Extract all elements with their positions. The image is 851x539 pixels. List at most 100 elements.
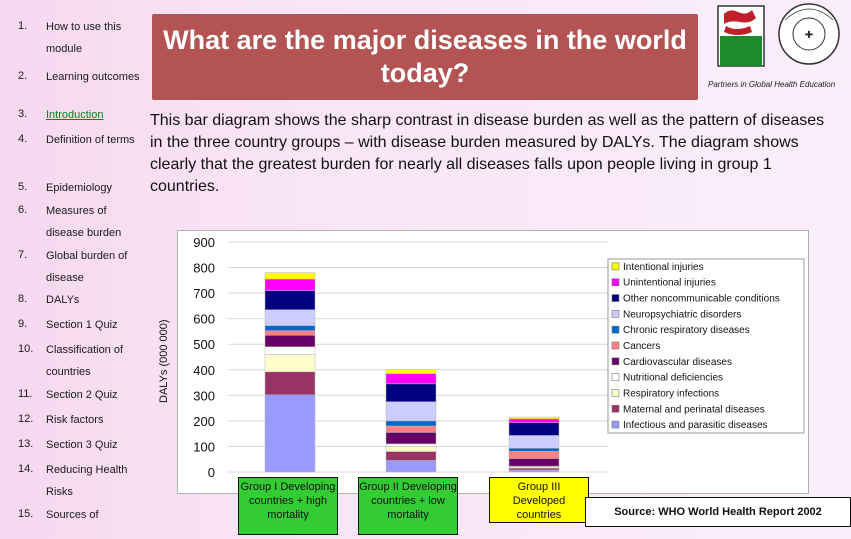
nav-item-number: 15. [18, 508, 34, 520]
legend-swatch [611, 310, 620, 318]
nav-item-number: 6. [18, 204, 28, 216]
partner-caption: Partners in Global Health Education [708, 80, 836, 89]
bar-segment [264, 325, 316, 331]
nav-item-number: 3. [18, 108, 28, 120]
bar-segment [508, 451, 560, 459]
bar-segment [264, 335, 316, 348]
bar-segment [385, 369, 437, 374]
nav-item-label: Global burden of disease [46, 250, 128, 284]
nav-item-label: Introduction [46, 109, 104, 121]
legend-label: Infectious and parasitic diseases [623, 420, 768, 431]
y-tick-label: 0 [208, 465, 215, 480]
nav-item-label: Learning outcomes [46, 71, 140, 83]
bar-segment [264, 309, 316, 326]
legend-swatch [611, 404, 620, 413]
bar-segment [508, 418, 560, 423]
y-tick-label: 900 [193, 235, 215, 250]
bar-segment [508, 422, 560, 436]
bar-segment [508, 447, 560, 452]
legend-swatch [611, 325, 620, 334]
chart-legend [607, 258, 805, 434]
legend-swatch [611, 420, 620, 429]
bar-segment [508, 416, 560, 420]
intro-paragraph: This bar diagram shows the sharp contras… [150, 112, 825, 195]
y-tick-label: 500 [193, 337, 215, 352]
college-seal [778, 3, 840, 65]
legend-swatch [611, 373, 620, 381]
page-title: What are the major diseases in the world… [163, 25, 687, 88]
nav-item-number: 11. [18, 388, 33, 400]
legend-swatch [611, 341, 620, 350]
bar-segment [385, 432, 437, 445]
nav-item-label: How to use this module [46, 21, 122, 55]
nav-item-number: 5. [18, 181, 28, 193]
bar-segment [508, 458, 560, 467]
y-tick-label: 200 [193, 414, 215, 429]
legend-swatch [611, 357, 620, 366]
legend-label: Neuropsychiatric disorders [623, 309, 741, 320]
disease-burden-chart: 0 100 200 300 400 500 600 700 800 900 Intentional … [193, 235, 805, 480]
bar-segment [385, 383, 437, 402]
nav-item-label: Reducing Health Risks [46, 464, 128, 498]
nav-item-label: Measures of disease burden [46, 205, 122, 239]
legend-label: Intentional injuries [623, 262, 704, 273]
bar-segment [264, 346, 316, 355]
y-tick-label: 700 [193, 286, 215, 301]
bar-segment [385, 373, 437, 385]
nav-item-number: 14. [18, 463, 34, 475]
nav-item-label: Section 3 Quiz [46, 439, 118, 451]
y-tick-label: 400 [193, 363, 215, 378]
nav-item-label: Section 1 Quiz [46, 319, 118, 331]
legend-label: Unintentional injuries [623, 278, 716, 289]
nav-item-number: 4. [18, 133, 28, 145]
y-tick-label: 300 [193, 388, 215, 403]
bar-segment [264, 330, 316, 336]
legend-label: Respiratory infections [623, 388, 719, 399]
nav-item-label: Definition of terms [46, 134, 135, 146]
bar-segment [264, 394, 316, 473]
group-label-3: Group III Developed countries [489, 477, 589, 523]
legend-swatch [611, 278, 620, 287]
group-label-2: Group II Developing countries + low mort… [358, 477, 458, 535]
nav-item-label: DALYs [46, 294, 80, 306]
nav-item-label: Sources of [46, 509, 99, 521]
bar-segment [385, 446, 437, 452]
legend-label: Nutritional deficiencies [623, 373, 723, 384]
nav-item-number: 7. [18, 249, 28, 261]
legend-label: Cardiovascular diseases [623, 357, 732, 368]
module-nav: 1. How to use this module 2. Learning outco… [0, 0, 150, 539]
nav-item-number: 1. [18, 20, 28, 32]
bar-segment [385, 443, 437, 447]
bar-segment [385, 460, 437, 473]
bar-segment [385, 425, 437, 433]
college-logo: ✚ [717, 3, 840, 67]
legend-swatch [611, 389, 620, 397]
bar-segment [508, 469, 560, 473]
legend-label: Maternal and perinatal diseases [623, 404, 765, 415]
y-tick-label: 600 [193, 312, 215, 327]
source-note: Source: WHO World Health Report 2002 [585, 497, 851, 527]
y-tick-label: 100 [193, 439, 215, 454]
legend-swatch [611, 294, 620, 302]
group-label-1: Group I Developing countries + high mort… [238, 477, 338, 535]
svg-text:✚: ✚ [805, 30, 813, 41]
nav-item-number: 13. [18, 438, 34, 450]
legend-label: Chronic respiratory diseases [623, 325, 750, 336]
bar-segment [385, 451, 437, 461]
bar-segment [385, 401, 437, 422]
bar-segment [264, 272, 316, 280]
y-axis-label: DALYs (000 000) [158, 319, 170, 403]
nav-item-number: 10. [18, 343, 34, 355]
nav-item-number: 9. [18, 318, 28, 330]
bar-segment [264, 290, 316, 310]
legend-swatch [611, 262, 620, 271]
bar-segment [264, 278, 316, 291]
bar-segment [508, 435, 560, 449]
nav-item-number: 2. [18, 70, 28, 82]
title-banner: What are the major diseases in the world… [152, 14, 698, 100]
nav-item-label: Classification of countries [46, 344, 124, 378]
nav-item-label: Epidemiology [46, 182, 113, 194]
bar-segment [264, 354, 316, 373]
nav-item-label: Risk factors [46, 414, 104, 426]
nav-item-label: Section 2 Quiz [46, 389, 118, 401]
